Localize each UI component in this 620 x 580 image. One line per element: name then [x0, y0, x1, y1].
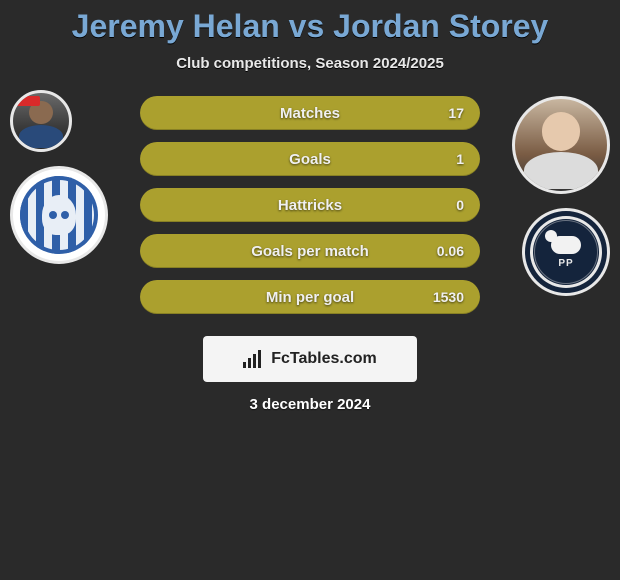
stat-label: Goals — [289, 151, 331, 168]
stat-bar-goals: Goals 1 — [140, 142, 480, 176]
broadcast-badge-icon — [16, 96, 40, 106]
left-player-column — [10, 90, 130, 264]
date-label: 3 december 2024 — [0, 396, 620, 413]
stat-value: 17 — [448, 105, 464, 121]
comparison-card: Jeremy Helan vs Jordan Storey Club compe… — [0, 0, 620, 413]
page-title: Jeremy Helan vs Jordan Storey — [0, 8, 620, 45]
main-row: Matches 17 Goals 1 Hattricks 0 Goals per… — [0, 90, 620, 314]
stat-value: 1 — [456, 151, 464, 167]
right-player-photo — [512, 96, 610, 194]
stat-bars: Matches 17 Goals 1 Hattricks 0 Goals per… — [140, 90, 480, 314]
subtitle: Club competitions, Season 2024/2025 — [0, 55, 620, 72]
stat-label: Min per goal — [266, 289, 354, 306]
sheffield-wednesday-crest-icon — [20, 176, 98, 254]
right-club-badge: PP — [522, 208, 610, 296]
lamb-icon — [551, 236, 581, 254]
stat-bar-hattricks: Hattricks 0 — [140, 188, 480, 222]
left-club-badge — [10, 166, 108, 264]
owl-icon — [42, 195, 76, 235]
stat-label: Matches — [280, 105, 340, 122]
bar-chart-icon — [243, 350, 265, 368]
avatar-torso-icon — [524, 152, 598, 189]
stat-bar-goals-per-match: Goals per match 0.06 — [140, 234, 480, 268]
stat-bar-min-per-goal: Min per goal 1530 — [140, 280, 480, 314]
brand-label: FcTables.com — [271, 350, 377, 368]
preston-north-end-crest-icon: PP — [530, 216, 602, 288]
right-player-column: PP — [490, 90, 610, 296]
stat-label: Hattricks — [278, 197, 342, 214]
stat-bar-matches: Matches 17 — [140, 96, 480, 130]
fctables-link[interactable]: FcTables.com — [203, 336, 417, 382]
stat-value: 0.06 — [437, 243, 464, 259]
left-player-photo — [10, 90, 72, 152]
stat-value: 1530 — [433, 289, 464, 305]
avatar-head-icon — [542, 112, 581, 151]
avatar-torso-icon — [19, 125, 64, 147]
stat-value: 0 — [456, 197, 464, 213]
stat-label: Goals per match — [251, 243, 369, 260]
